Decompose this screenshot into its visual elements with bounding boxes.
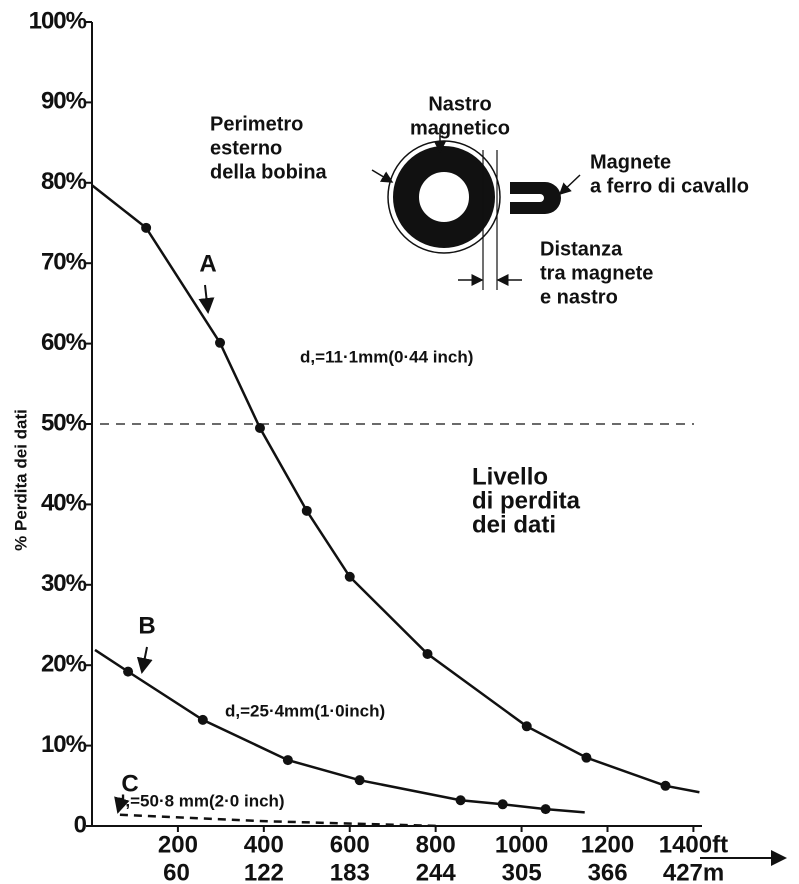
diagram-label: esterno: [210, 137, 282, 159]
point: [456, 795, 466, 805]
point: [215, 338, 225, 348]
curve-name: B: [138, 612, 155, 639]
point: [123, 667, 133, 677]
y-tick-label: 0: [74, 811, 87, 838]
curve-name: A: [199, 250, 216, 277]
arrow: [142, 647, 147, 672]
y-tick-label: 50%: [41, 409, 87, 436]
x-tick-label: 1200: [581, 831, 634, 858]
diagram-label: magnetico: [410, 117, 510, 139]
point: [198, 715, 208, 725]
point: [522, 721, 532, 731]
threshold-label: Livello: [472, 463, 548, 490]
point: [581, 753, 591, 763]
x-tick-label: 800: [416, 831, 456, 858]
x-tick-label: 1000: [495, 831, 548, 858]
x2-tick-label: 183: [330, 859, 370, 884]
curve: [120, 815, 440, 826]
diagram-label: tra magnete: [540, 262, 653, 284]
x-tick-label: 400: [244, 831, 284, 858]
point: [541, 804, 551, 814]
x-tick-label: 1400ft: [659, 831, 728, 858]
y-tick-label: 70%: [41, 249, 87, 276]
point: [498, 799, 508, 809]
threshold-label: dei dati: [472, 511, 556, 538]
y-tick-label: 60%: [41, 329, 87, 356]
x2-tick-label: 305: [502, 859, 542, 884]
curve-label: d,=50·8 mm(2·0 inch): [115, 791, 285, 810]
diagram-label: Nastro: [428, 93, 491, 115]
curve: [95, 650, 585, 812]
point: [283, 755, 293, 765]
y-tick-label: 20%: [41, 651, 87, 678]
y-axis-label: % Perdita dei dati: [11, 409, 30, 551]
point: [355, 775, 365, 785]
point: [345, 572, 355, 582]
arrow: [205, 285, 208, 312]
x2-tick-label: 60: [163, 859, 190, 884]
curve-label: d,=11·1mm(0·44 inch): [300, 347, 473, 366]
x-tick-label: 600: [330, 831, 370, 858]
x2-tick-label: 122: [244, 859, 284, 884]
x2-tick-label: 366: [588, 859, 628, 884]
diagram-label: Magnete: [590, 151, 671, 173]
point: [423, 649, 433, 659]
y-tick-label: 80%: [41, 168, 87, 195]
point: [660, 781, 670, 791]
point: [255, 423, 265, 433]
diagram-label: Distanza: [540, 238, 623, 260]
x-tick-label: 200: [158, 831, 198, 858]
diagram-label: a ferro di cavallo: [590, 175, 749, 197]
chart: % Perdita dei dati 0 10% 20% 30% 40% 50% 60% 70…: [0, 0, 799, 884]
y-tick-label: 10%: [41, 731, 87, 758]
y-tick-label: 100%: [29, 7, 87, 34]
x2-tick-label: 427m: [663, 859, 724, 884]
threshold-label: di perdita: [472, 487, 581, 514]
diagram-label: Perimetro: [210, 113, 303, 135]
y-tick-label: 30%: [41, 570, 87, 597]
y-tick-label: 90%: [41, 88, 87, 115]
point: [141, 223, 151, 233]
point: [302, 506, 312, 516]
diagram-label: e nastro: [540, 286, 618, 308]
x2-tick-label: 244: [416, 859, 457, 884]
diagram-label: della bobina: [210, 161, 328, 183]
curve-label: d,=25·4mm(1·0inch): [225, 701, 385, 720]
y-tick-label: 40%: [41, 490, 87, 517]
